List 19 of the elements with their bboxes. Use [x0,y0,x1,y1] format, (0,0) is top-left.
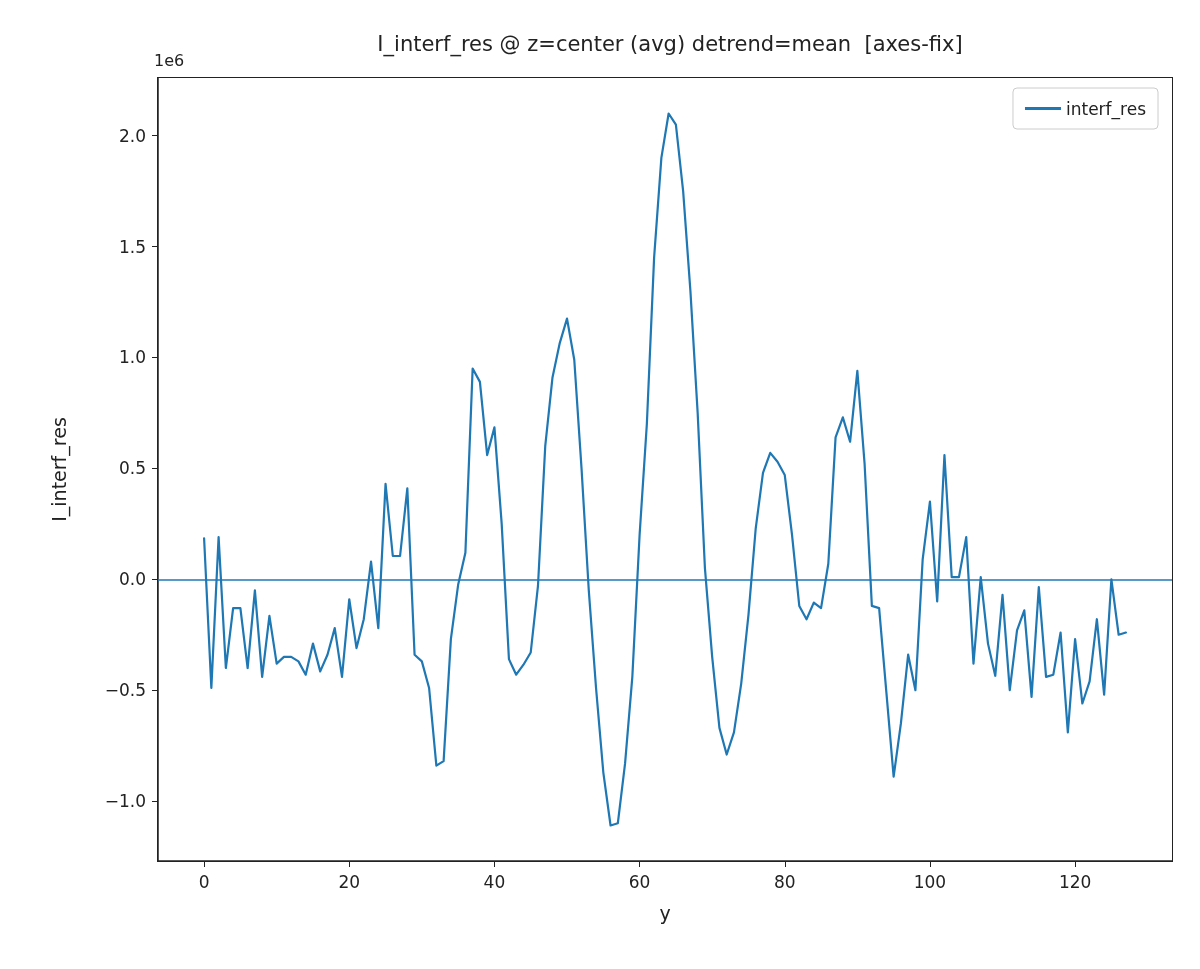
x-axis-title: y [659,901,671,924]
x-tick-label: 0 [198,871,210,892]
text: 1e6 [154,50,185,70]
y-tick-label: 1.0 [118,347,146,368]
x-tick-label: 40 [483,871,506,892]
x-tick-label: 60 [628,871,651,892]
y-axis-title: I_interf_res [47,417,71,522]
x-tick-label: 120 [1058,871,1092,892]
x-tick-label: 80 [773,871,796,892]
y-tick-label: 1.5 [118,236,146,257]
x-tick-label: 100 [913,871,947,892]
y-tick-label: −1.0 [104,791,146,812]
y-tick-label: 0.0 [118,569,146,590]
x-tick-label: 20 [338,871,361,892]
legend-label: interf_res [1065,98,1147,120]
y-tick-label: 2.0 [118,125,146,146]
y-tick-label: 0.5 [118,458,146,479]
chart-title: I_interf_res @ z=center (avg) detrend=mean [axes-fix] [377,31,963,57]
y-tick-label: −0.5 [104,680,146,701]
